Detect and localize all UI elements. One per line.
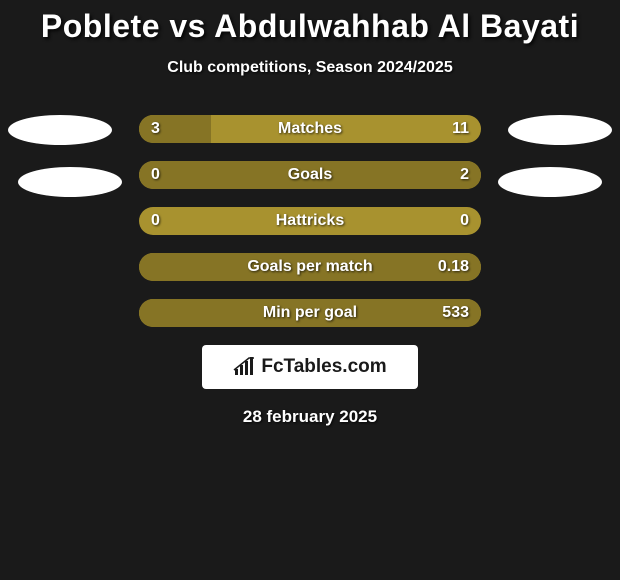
player-right-marker-2 <box>498 167 602 197</box>
stat-label: Goals <box>139 166 481 184</box>
stat-label: Matches <box>139 120 481 138</box>
stat-right-value: 0 <box>460 212 469 230</box>
comparison-infographic: Poblete vs Abdulwahhab Al Bayati Club co… <box>0 0 620 427</box>
stat-bars: 3 Matches 11 0 Goals 2 0 Hattricks <box>139 115 481 327</box>
date: 28 february 2025 <box>0 407 620 427</box>
stat-row-goals-per-match: Goals per match 0.18 <box>139 253 481 281</box>
stats-area: 3 Matches 11 0 Goals 2 0 Hattricks <box>0 115 620 327</box>
stat-row-hattricks: 0 Hattricks 0 <box>139 207 481 235</box>
brand-text: FcTables.com <box>261 356 386 378</box>
player-left-marker-1 <box>8 115 112 145</box>
player-right-marker-1 <box>508 115 612 145</box>
stat-row-matches: 3 Matches 11 <box>139 115 481 143</box>
stat-right-value: 0.18 <box>438 258 469 276</box>
page-title: Poblete vs Abdulwahhab Al Bayati <box>0 8 620 45</box>
bar-chart-icon <box>233 357 257 377</box>
stat-label: Goals per match <box>139 258 481 276</box>
stat-row-goals: 0 Goals 2 <box>139 161 481 189</box>
stat-right-value: 11 <box>452 120 469 138</box>
stat-row-min-per-goal: Min per goal 533 <box>139 299 481 327</box>
stat-right-value: 533 <box>442 304 469 322</box>
stat-right-value: 2 <box>460 166 469 184</box>
player-left-marker-2 <box>18 167 122 197</box>
subtitle: Club competitions, Season 2024/2025 <box>0 59 620 77</box>
stat-label: Hattricks <box>139 212 481 230</box>
stat-label: Min per goal <box>139 304 481 322</box>
brand-badge: FcTables.com <box>202 345 418 389</box>
